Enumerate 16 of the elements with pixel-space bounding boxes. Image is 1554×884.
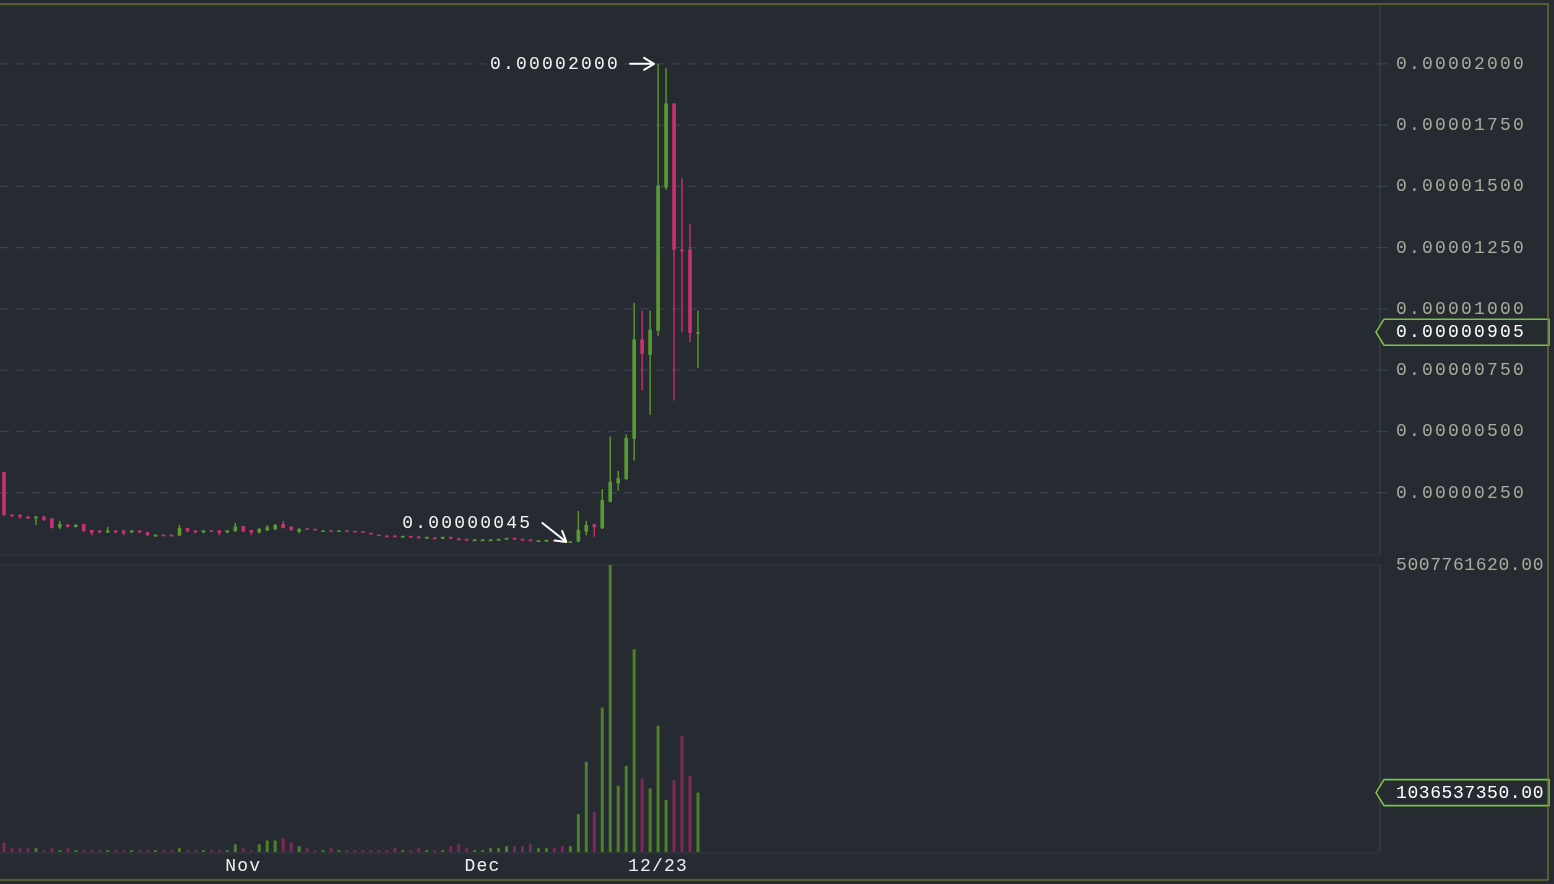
y-tick-label: 0.00001750	[1396, 115, 1527, 136]
y-tick-label: 0.00001500	[1396, 176, 1527, 197]
x-tick-label: Dec	[464, 856, 501, 876]
y-tick-label: 0.00001250	[1396, 237, 1527, 258]
annotation: 0.00000045	[402, 512, 533, 533]
text: 0.00000905	[1396, 322, 1527, 343]
y-tick-label: 0.00002000	[1396, 53, 1527, 74]
text: 5007761620.00	[1396, 555, 1545, 575]
y-tick-label: 0.00001000	[1396, 298, 1527, 319]
y-tick-label: 0.00000500	[1396, 421, 1527, 442]
y-tick-label: 0.00000750	[1396, 360, 1527, 381]
text: 1036537350.00	[1396, 782, 1545, 803]
annotation: 0.00002000	[490, 53, 621, 74]
x-tick-label: 12/23	[628, 856, 689, 876]
x-tick-label: Nov	[225, 856, 262, 876]
y-tick-label: 0.00000250	[1396, 482, 1527, 503]
